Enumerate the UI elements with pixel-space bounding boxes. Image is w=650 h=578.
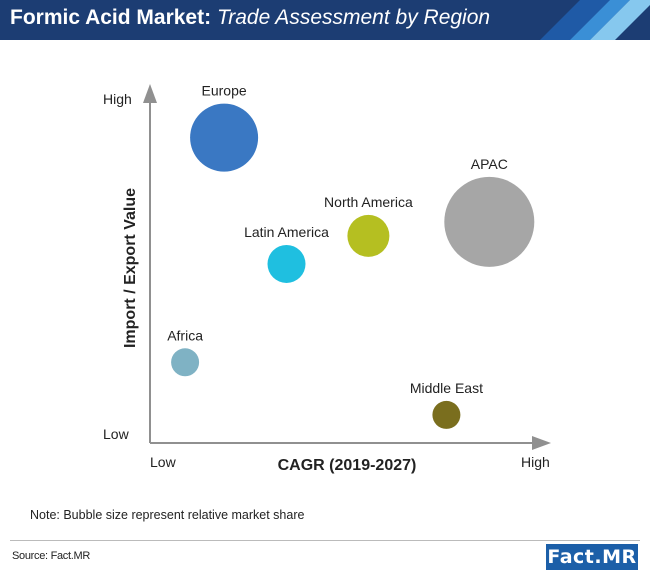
x-tick-high: High (521, 454, 550, 470)
bubble-latin-america (267, 244, 306, 283)
x-axis-arrow (532, 436, 551, 450)
banner-stripes-decoration (540, 0, 650, 40)
bubble-label-africa: Africa (167, 327, 203, 343)
bubble-label-apac: APAC (471, 156, 508, 172)
chart-title-subtitle: Trade Assessment by Region (216, 6, 491, 29)
footer-divider (10, 540, 640, 541)
x-tick-low: Low (150, 454, 177, 470)
chart-title: Formic Acid Market: Trade Assessment by … (10, 6, 490, 30)
source-text: Source: Fact.MR (12, 550, 91, 562)
y-tick-high: High (103, 91, 132, 107)
bubble-size-note: Note: Bubble size represent relative mar… (30, 508, 305, 522)
bubble-north-america (347, 214, 390, 257)
bubble-label-middle-east: Middle East (410, 380, 483, 396)
bubble-label-north-america: North America (324, 194, 413, 210)
y-tick-low: Low (103, 426, 130, 442)
y-axis-arrow (143, 84, 157, 103)
bubble-middle-east (432, 400, 461, 429)
x-axis-label: CAGR (2019-2027) (278, 457, 417, 474)
bubble-label-latin-america: Latin America (244, 224, 329, 240)
chart-title-main: Formic Acid Market: (10, 6, 212, 29)
chart-axes (143, 84, 551, 450)
bubble-chart: High Low Low High CAGR (2019-2027) Impor… (103, 83, 551, 474)
factmr-logo: Fact.MR (546, 544, 638, 570)
title-banner: Formic Acid Market: Trade Assessment by … (0, 0, 650, 40)
bubbles-group: Europe Latin America North America APAC Afri… (167, 83, 535, 429)
y-axis-label: Import / Export Value (122, 188, 139, 348)
bubble-label-europe: Europe (202, 83, 247, 99)
bubble-europe (190, 103, 259, 172)
bubble-africa (171, 348, 200, 377)
logo-text: Fact.MR (547, 546, 637, 568)
bubble-apac (444, 176, 535, 267)
